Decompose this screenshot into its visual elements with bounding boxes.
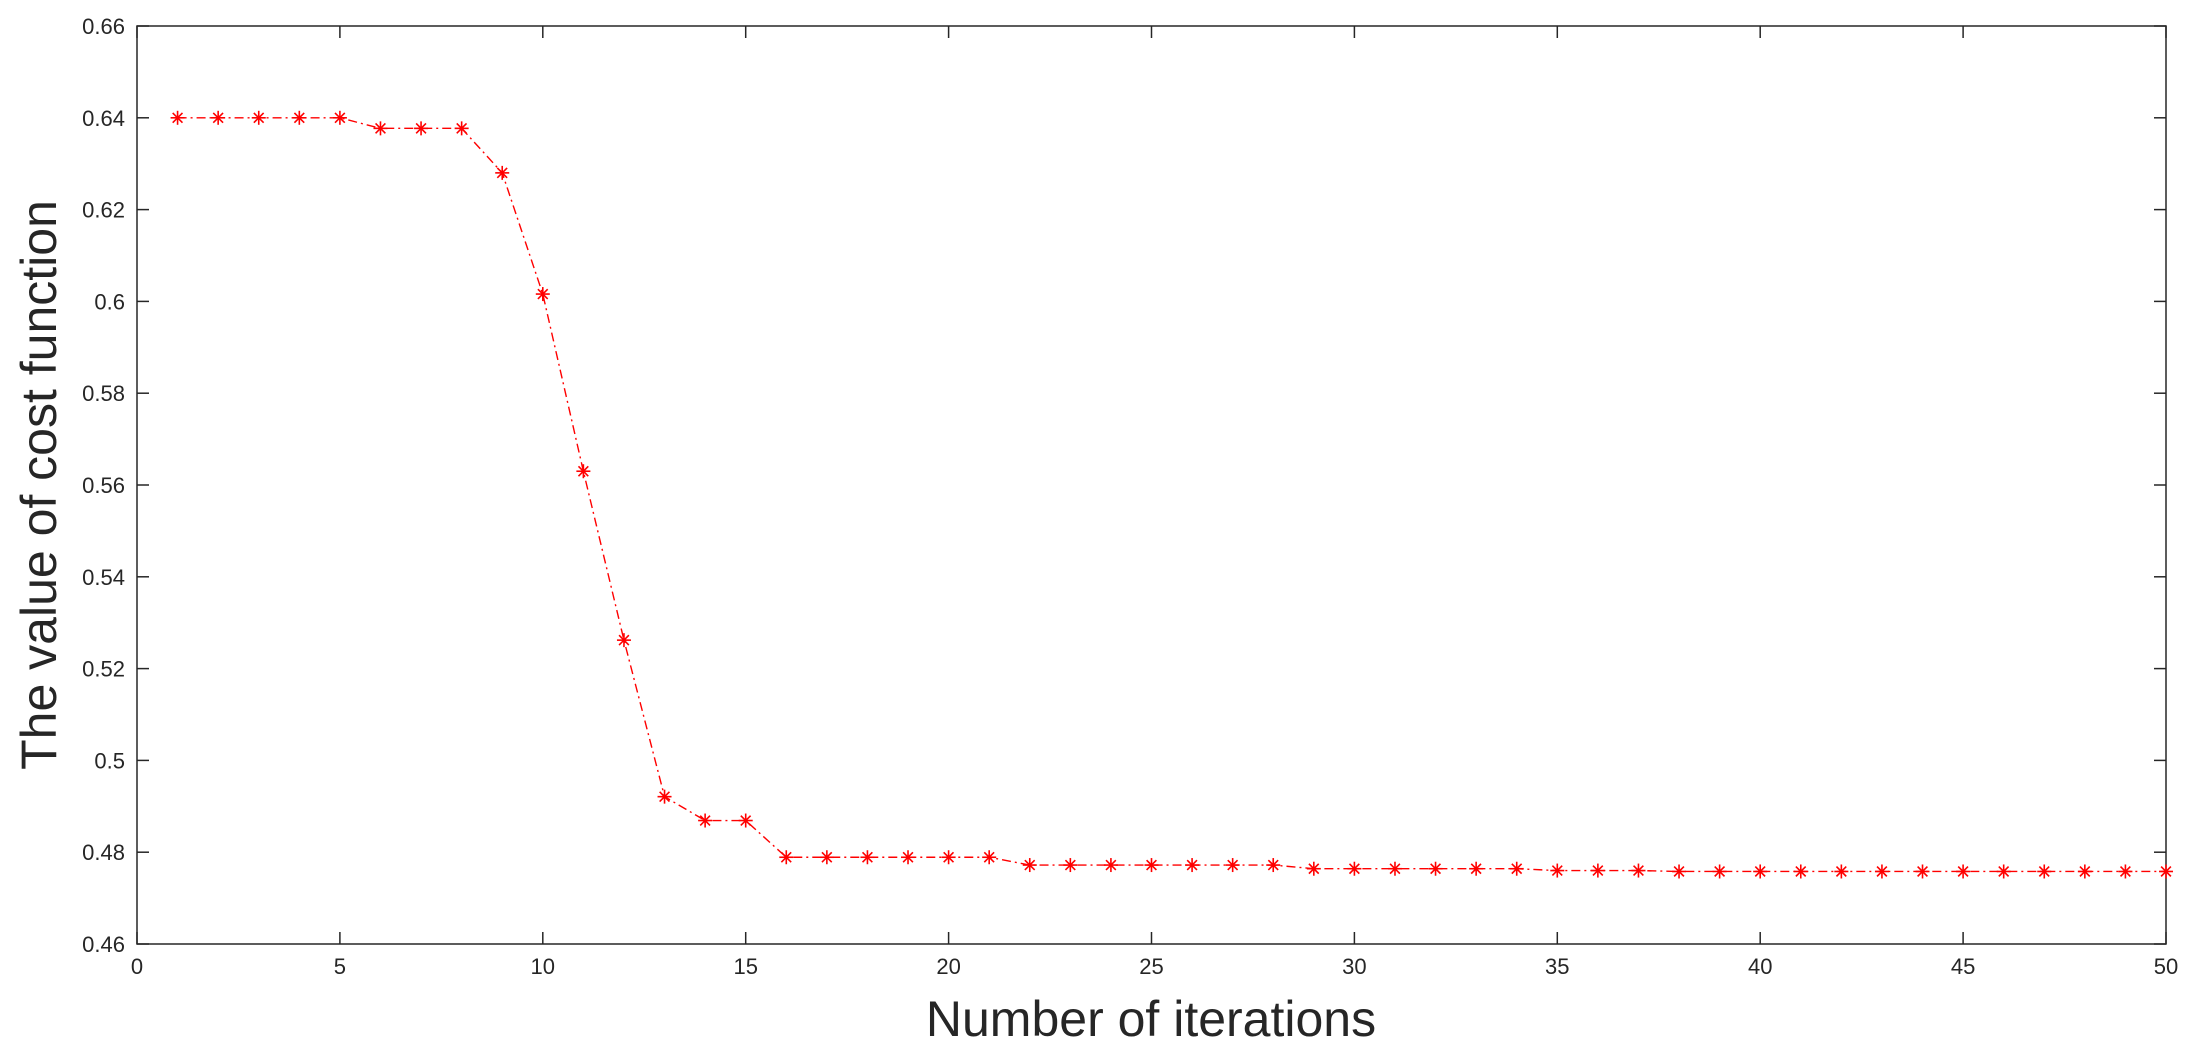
data-point-marker: [1387, 861, 1402, 876]
x-tick-label: 35: [1545, 954, 1569, 979]
data-point-marker: [211, 110, 226, 125]
series-layer: [170, 110, 2173, 879]
x-tick-label: 45: [1951, 954, 1975, 979]
data-point-marker: [1266, 858, 1281, 873]
data-point-marker: [332, 110, 347, 125]
data-point-marker: [373, 121, 388, 136]
data-point-marker: [576, 464, 591, 479]
x-tick-label: 30: [1342, 954, 1366, 979]
data-point-marker: [1306, 861, 1321, 876]
data-point-marker: [535, 287, 550, 302]
x-axis-title: Number of iterations: [926, 991, 1376, 1047]
y-tick-label: 0.6: [94, 289, 125, 314]
x-tick-label: 25: [1139, 954, 1163, 979]
y-tick-label: 0.54: [82, 565, 125, 590]
x-tick-label: 40: [1748, 954, 1772, 979]
data-point-marker: [1712, 864, 1727, 879]
data-point-marker: [2037, 864, 2052, 879]
x-axis-ticks: 0 5 10 15 20 25 30 35 40 45 50: [131, 26, 2178, 979]
data-point-marker: [1753, 864, 1768, 879]
series-line: [177, 117, 2166, 873]
data-point-marker: [779, 850, 794, 865]
data-point-marker: [1874, 864, 1889, 879]
x-tick-label: 5: [334, 954, 346, 979]
plot-area: [136, 25, 2167, 945]
y-tick-label: 0.56: [82, 473, 125, 498]
data-point-marker: [1144, 858, 1159, 873]
x-tick-label: 15: [733, 954, 757, 979]
x-tick-label: 20: [936, 954, 960, 979]
y-tick-label: 0.66: [82, 14, 125, 39]
data-point-marker: [901, 850, 916, 865]
data-point-marker: [1996, 864, 2011, 879]
y-tick-label: 0.58: [82, 381, 125, 406]
data-point-marker: [738, 813, 753, 828]
data-point-marker: [1185, 858, 1200, 873]
data-point-marker: [1915, 864, 1930, 879]
data-point-marker: [454, 121, 469, 136]
data-point-marker: [698, 813, 713, 828]
data-point-marker: [1834, 864, 1849, 879]
data-point-marker: [2159, 864, 2173, 879]
data-point-marker: [1550, 863, 1565, 878]
data-point-marker: [1672, 864, 1687, 879]
x-tick-label: 10: [531, 954, 555, 979]
data-point-marker: [1469, 861, 1484, 876]
data-point-marker: [1225, 858, 1240, 873]
data-point-marker: [1631, 863, 1646, 878]
data-point-marker: [1428, 861, 1443, 876]
data-point-marker: [1103, 858, 1118, 873]
data-point-marker: [1793, 864, 1808, 879]
y-tick-label: 0.48: [82, 840, 125, 865]
data-point-marker: [1347, 861, 1362, 876]
y-axis-ticks: 0.46 0.48 0.5 0.52 0.54 0.56 0.58 0.6 0.62 0.64 0.…: [82, 14, 2166, 957]
data-point-marker: [495, 165, 510, 180]
data-point-marker: [2118, 864, 2133, 879]
data-point-marker: [170, 110, 185, 125]
data-point-marker: [1509, 861, 1524, 876]
data-point-marker: [251, 110, 266, 125]
data-point-marker: [1022, 858, 1037, 873]
data-point-marker: [414, 121, 429, 136]
y-tick-label: 0.46: [82, 932, 125, 957]
y-tick-label: 0.52: [82, 657, 125, 682]
x-tick-label: 50: [2154, 954, 2178, 979]
data-point-marker: [819, 850, 834, 865]
data-point-marker: [616, 633, 631, 648]
y-tick-label: 0.64: [82, 106, 125, 131]
data-point-marker: [982, 850, 997, 865]
data-point-marker: [292, 110, 307, 125]
y-axis-title: The value of cost function: [11, 200, 67, 770]
x-tick-label: 0: [131, 954, 143, 979]
data-point-marker: [1063, 858, 1078, 873]
data-point-marker: [657, 789, 672, 804]
data-point-marker: [1590, 863, 1605, 878]
data-point-marker: [1956, 864, 1971, 879]
data-point-marker: [2077, 864, 2092, 879]
data-point-marker: [860, 850, 875, 865]
y-tick-label: 0.62: [82, 198, 125, 223]
data-point-marker: [941, 850, 956, 865]
y-tick-label: 0.5: [94, 748, 125, 773]
